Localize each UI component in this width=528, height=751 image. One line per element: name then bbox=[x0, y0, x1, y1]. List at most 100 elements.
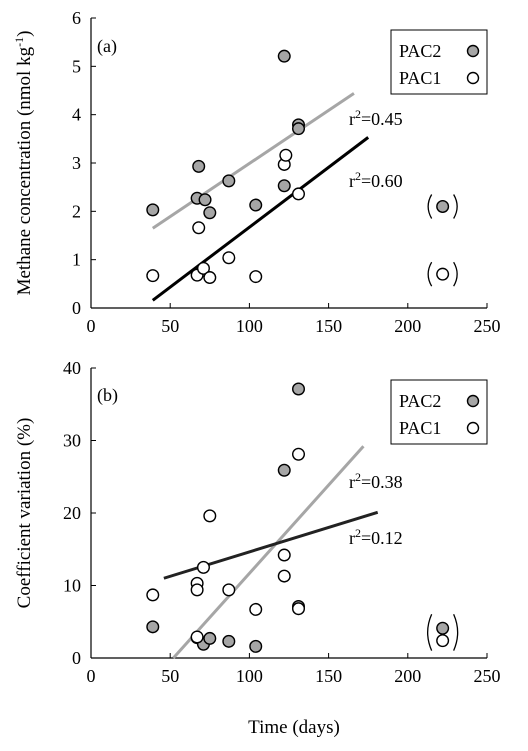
x-tick-label: 200 bbox=[394, 666, 421, 686]
x-tick-label: 150 bbox=[315, 316, 342, 336]
point-pac1 bbox=[222, 251, 236, 265]
point-pac1 bbox=[196, 261, 210, 275]
y-axis-title-close: ) bbox=[14, 31, 35, 37]
point-pac1 bbox=[196, 560, 210, 574]
y-tick-label: 4 bbox=[72, 105, 81, 125]
point-pac1 bbox=[146, 588, 160, 602]
fit-label-prefix: r bbox=[349, 528, 355, 548]
point-pac1 bbox=[190, 583, 204, 597]
point-pac2 bbox=[222, 174, 236, 188]
y-tick-label: 6 bbox=[72, 8, 81, 28]
fit-line-pac1 bbox=[151, 136, 370, 302]
point-pac2 bbox=[198, 193, 212, 207]
y-tick-label: 20 bbox=[63, 503, 81, 523]
x-tick-label: 50 bbox=[161, 666, 179, 686]
y-axis-title-sup: -1 bbox=[12, 37, 26, 47]
point-pac2 bbox=[203, 631, 217, 645]
fit-label-value: =0.12 bbox=[361, 528, 403, 548]
fit-line-pac1 bbox=[163, 510, 379, 580]
point-pac1 bbox=[249, 602, 263, 616]
point-pac1 bbox=[277, 548, 291, 562]
y-tick-label: 30 bbox=[63, 431, 81, 451]
excluded-point-pac1 bbox=[436, 267, 450, 281]
excluded-bracket-left bbox=[427, 194, 433, 219]
panel-b: 0 50 100 150 200 250 0 10 20 30 40 Coefficient vari… bbox=[14, 358, 501, 686]
point-pac1 bbox=[277, 569, 291, 583]
x-tick-label: 100 bbox=[236, 316, 263, 336]
legend-label-pac2: PAC2 bbox=[399, 41, 441, 61]
y-axis-title-main: Coefficient variation (%) bbox=[14, 418, 35, 609]
point-pac2 bbox=[292, 382, 306, 396]
fit-label-sup: 2 bbox=[355, 526, 361, 540]
y-tick-label: 40 bbox=[63, 358, 81, 378]
panel-label: (a) bbox=[97, 36, 117, 57]
point-pac2 bbox=[277, 463, 291, 477]
point-pac1 bbox=[249, 270, 263, 284]
panel-a: 0 50 100 150 200 250 0 1 2 3 4 5 6 Methane concentrat… bbox=[12, 8, 501, 336]
x-tick-label: 250 bbox=[474, 666, 501, 686]
fit-label-value: =0.45 bbox=[361, 109, 403, 129]
point-pac1 bbox=[190, 630, 204, 644]
point-pac2 bbox=[249, 639, 263, 653]
x-tick-label: 250 bbox=[474, 316, 501, 336]
panel-label: (b) bbox=[97, 385, 118, 406]
fit-label-sup: 2 bbox=[355, 470, 361, 484]
excluded-bracket-left bbox=[427, 261, 433, 287]
y-axis-title-main: Methane concentration (nmol kg bbox=[14, 46, 35, 295]
legend-marker-pac2 bbox=[466, 394, 480, 408]
fit-label-pac1: r2=0.60 bbox=[349, 169, 403, 191]
y-axis-title: Methane concentration (nmol kg-1) bbox=[12, 31, 35, 296]
y-axis-title: Coefficient variation (%) bbox=[14, 418, 35, 609]
y-tick-label: 3 bbox=[72, 153, 81, 173]
x-tick-label: 200 bbox=[394, 316, 421, 336]
y-tick-label: 0 bbox=[72, 298, 81, 318]
point-pac2 bbox=[146, 203, 160, 217]
legend-marker-pac1 bbox=[466, 71, 480, 85]
legend-marker-pac1 bbox=[466, 421, 480, 435]
point-pac2 bbox=[192, 159, 206, 173]
fit-label-sup: 2 bbox=[355, 169, 361, 183]
y-tick-label: 1 bbox=[72, 250, 81, 270]
fit-label-pac2: r2=0.45 bbox=[349, 107, 403, 129]
point-pac1 bbox=[203, 271, 217, 285]
point-pac2 bbox=[203, 206, 217, 220]
point-pac2 bbox=[277, 179, 291, 193]
excluded-bracket-left bbox=[426, 614, 433, 651]
fit-label-sup: 2 bbox=[355, 107, 361, 121]
point-pac2 bbox=[249, 198, 263, 212]
fit-label-pac1: r2=0.12 bbox=[349, 526, 403, 548]
x-tick-label: 0 bbox=[87, 666, 96, 686]
y-tick-label: 10 bbox=[63, 576, 81, 596]
x-tick-label: 50 bbox=[161, 316, 179, 336]
point-pac1 bbox=[146, 269, 160, 283]
point-pac1 bbox=[292, 187, 306, 201]
excluded-point-pac2 bbox=[436, 621, 450, 635]
y-tick-label: 5 bbox=[72, 56, 81, 76]
excluded-bracket-right bbox=[453, 261, 458, 287]
y-tick-label: 2 bbox=[72, 201, 81, 221]
fit-line-pac2 bbox=[151, 92, 355, 230]
fit-label-value: =0.60 bbox=[361, 171, 403, 191]
x-axis-title: Time (days) bbox=[248, 717, 340, 738]
fit-label-value: =0.38 bbox=[361, 472, 403, 492]
fit-label-prefix: r bbox=[349, 472, 355, 492]
point-pac1 bbox=[192, 221, 206, 235]
fit-label-prefix: r bbox=[349, 171, 355, 191]
x-tick-label: 150 bbox=[315, 666, 342, 686]
x-tick-label: 0 bbox=[87, 316, 96, 336]
point-pac2 bbox=[277, 49, 291, 63]
point-pac1 bbox=[292, 602, 306, 616]
point-pac1 bbox=[279, 148, 293, 162]
legend-label-pac2: PAC2 bbox=[399, 391, 441, 411]
excluded-point-pac1 bbox=[436, 634, 450, 648]
legend-label-pac1: PAC1 bbox=[399, 418, 441, 438]
excluded-bracket-right bbox=[453, 194, 458, 219]
legend-marker-pac2 bbox=[466, 44, 480, 58]
fit-label-prefix: r bbox=[349, 109, 355, 129]
fit-line-pac2 bbox=[172, 445, 365, 660]
point-pac2 bbox=[146, 620, 160, 634]
point-pac2 bbox=[222, 634, 236, 648]
x-tick-label: 100 bbox=[236, 666, 263, 686]
excluded-bracket-right bbox=[453, 614, 459, 651]
